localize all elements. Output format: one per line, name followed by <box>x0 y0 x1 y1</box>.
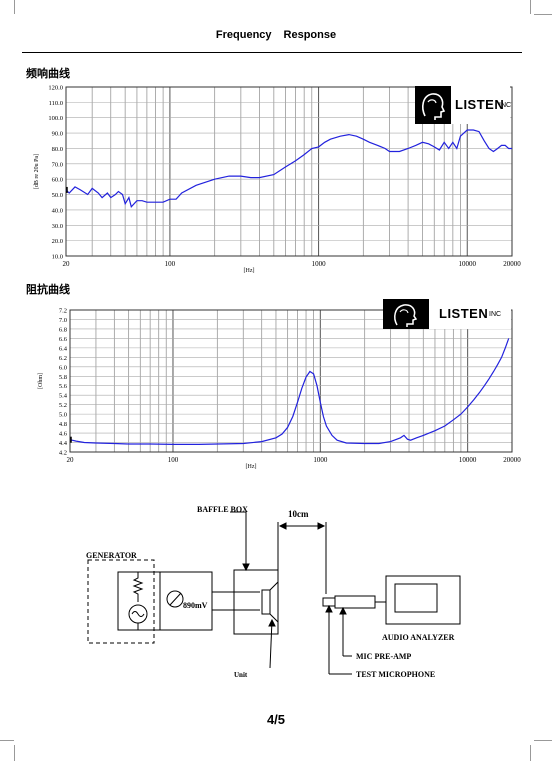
audio-analyzer-box <box>385 575 461 625</box>
distance-label: 10cm <box>288 509 309 519</box>
page-number: 4/5 <box>266 712 286 727</box>
y-tick-label: 5.4 <box>59 393 68 400</box>
x-axis-label: [Hz] <box>244 268 255 274</box>
generator-label: GENERATOR <box>86 551 137 560</box>
freq-section-label: 频响曲线 <box>26 67 70 80</box>
y-tick-label: 50.0 <box>52 192 63 199</box>
y-tick-label: 10.0 <box>52 254 63 261</box>
x-tick-label: 100 <box>165 260 176 268</box>
y-tick-label: 5.8 <box>59 374 67 381</box>
y-tick-label: 6.6 <box>59 336 68 343</box>
y-tick-label: 110.0 <box>49 100 63 107</box>
mic-preamp-label: MIC PRE-AMP <box>356 652 411 661</box>
x-tick-label: 10000 <box>459 456 477 464</box>
mic-preamp-body <box>334 595 376 609</box>
x-tick-label: 10000 <box>458 260 476 268</box>
y-tick-label: 6.0 <box>59 364 67 371</box>
y-tick-label: 6.4 <box>59 345 68 352</box>
x-tick-label: 1000 <box>312 260 327 268</box>
logo-brand: LISTEN <box>455 97 505 112</box>
y-tick-label: 4.8 <box>59 421 67 428</box>
signal-box <box>117 571 213 631</box>
page-title: Frequency Response <box>0 29 552 41</box>
plot-frame <box>65 86 513 257</box>
imp-section-label: 阻抗曲线 <box>26 283 70 296</box>
x-tick-label: 1000 <box>313 456 328 464</box>
y-axis-label: [Ohm] <box>38 373 44 389</box>
head-icon <box>415 86 451 124</box>
crop-mark-top-left <box>14 0 15 14</box>
y-tick-label: 5.2 <box>59 402 67 409</box>
measurement-setup-diagram: BAFFLE BOX 10cm GENERATOR 890mV Unit AUD… <box>86 505 461 679</box>
y-tick-label: 4.6 <box>59 431 68 438</box>
data-series-line <box>65 129 512 209</box>
x-tick-label: 20000 <box>503 260 521 268</box>
y-tick-label: 4.2 <box>59 450 67 457</box>
y-tick-label: 7.2 <box>59 308 67 315</box>
analyzer-screen <box>394 583 438 613</box>
data-series-line <box>69 338 510 445</box>
x-tick-label: 20 <box>63 260 71 268</box>
head-icon <box>383 299 429 329</box>
voltmeter-icon <box>166 590 184 608</box>
y-tick-label: 6.2 <box>59 355 67 362</box>
y-tick-label: 5.6 <box>59 383 68 390</box>
crop-mark-bottom-right <box>530 745 531 761</box>
baffle-box-label: BAFFLE BOX <box>197 505 248 514</box>
listen-logo-1: LISTEN INC <box>415 86 512 124</box>
y-tick-label: 100.0 <box>48 115 63 122</box>
crop-mark-top-right <box>530 0 531 14</box>
y-tick-label: 90.0 <box>52 131 63 138</box>
impedance-chart: 4.2 4.4 4.6 4.8 5.0 5.2 5.4 5.6 5.8 6.0 6.2 6.4 6.6 6… <box>38 308 521 471</box>
generator-box <box>87 559 155 644</box>
y-tick-label: 6.8 <box>59 326 67 333</box>
y-tick-label: 40.0 <box>52 207 63 214</box>
microphone-icon <box>322 597 336 607</box>
plot-frame <box>69 309 513 453</box>
title-part-2: Response <box>283 29 337 41</box>
x-tick-label: 100 <box>168 456 179 464</box>
x-axis-label: [Hz] <box>246 464 257 470</box>
listen-logo-2: LISTEN INC <box>383 299 511 329</box>
crop-mark-bottom-left <box>14 745 15 761</box>
voltage-label: 890mV <box>183 601 208 610</box>
logo-suffix: INC <box>489 311 502 318</box>
test-microphone-label: TEST MICROPHONE <box>356 670 435 679</box>
x-tick-label: 20000 <box>503 456 521 464</box>
title-rule <box>22 52 522 53</box>
y-tick-label: 4.4 <box>59 440 68 447</box>
y-tick-label: 5.0 <box>59 412 67 419</box>
x-tick-label: 20 <box>67 456 75 464</box>
logo-brand: LISTEN <box>439 306 489 321</box>
y-tick-label: 80.0 <box>52 146 63 153</box>
y-tick-label: 7.0 <box>59 317 67 324</box>
speaker-unit-icon <box>261 589 271 615</box>
crop-mark-bottom-right-h <box>534 740 552 741</box>
crop-mark-top-right-h <box>534 14 552 15</box>
y-tick-label: 70.0 <box>52 161 63 168</box>
unit-label: Unit <box>234 671 248 679</box>
crop-mark-bottom-left-h <box>0 740 14 741</box>
title-part-1: Frequency <box>215 29 272 41</box>
audio-analyzer-label: AUDIO ANALYZER <box>382 633 455 642</box>
resistor-icon <box>132 572 144 602</box>
y-tick-label: 120.0 <box>48 85 63 92</box>
y-tick-label: 60.0 <box>52 177 63 184</box>
y-axis-label: [dB re 20u Pa] <box>34 154 40 189</box>
y-tick-label: 20.0 <box>52 238 63 245</box>
logo-suffix: INC <box>499 102 512 109</box>
y-tick-label: 30.0 <box>52 223 63 230</box>
